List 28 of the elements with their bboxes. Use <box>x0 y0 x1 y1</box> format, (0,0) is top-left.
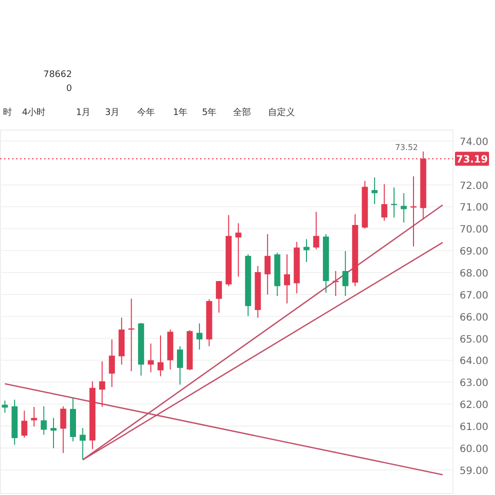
text: 5年 <box>202 107 217 118</box>
y-tick-label: 74.00 <box>460 136 488 148</box>
text: 3月 <box>105 108 120 118</box>
ref-line-label: 73.19 <box>456 154 488 166</box>
text: 全部 <box>233 107 251 118</box>
y-tick-label: 72.00 <box>460 180 488 192</box>
text: 4小时 <box>22 107 46 118</box>
y-tick-label: 62.00 <box>460 400 488 412</box>
y-tick-label: 70.00 <box>460 224 488 236</box>
y-tick-label: 65.00 <box>460 334 488 346</box>
y-tick-label: 64.00 <box>460 356 488 368</box>
y-tick-label: 71.00 <box>460 202 488 214</box>
y-tick-label: 60.00 <box>460 444 488 455</box>
text: 78662 <box>43 70 72 80</box>
y-tick-label: 67.00 <box>460 290 488 302</box>
y-tick-label: 68.00 <box>460 268 488 280</box>
y-tick-label: 69.00 <box>460 246 488 258</box>
text: 0 <box>66 84 72 94</box>
annotation: 73.52 <box>395 143 418 152</box>
text: 1月 <box>76 108 91 118</box>
text: 1年 <box>173 107 188 118</box>
y-tick-label: 63.00 <box>460 378 488 390</box>
y-tick-label: 61.00 <box>460 422 488 434</box>
text: 自定义 <box>268 107 295 118</box>
y-tick-label: 59.00 <box>460 466 488 477</box>
text: 今年 <box>137 107 155 118</box>
y-tick-label: 66.00 <box>460 312 488 324</box>
text: 时 <box>3 107 12 118</box>
